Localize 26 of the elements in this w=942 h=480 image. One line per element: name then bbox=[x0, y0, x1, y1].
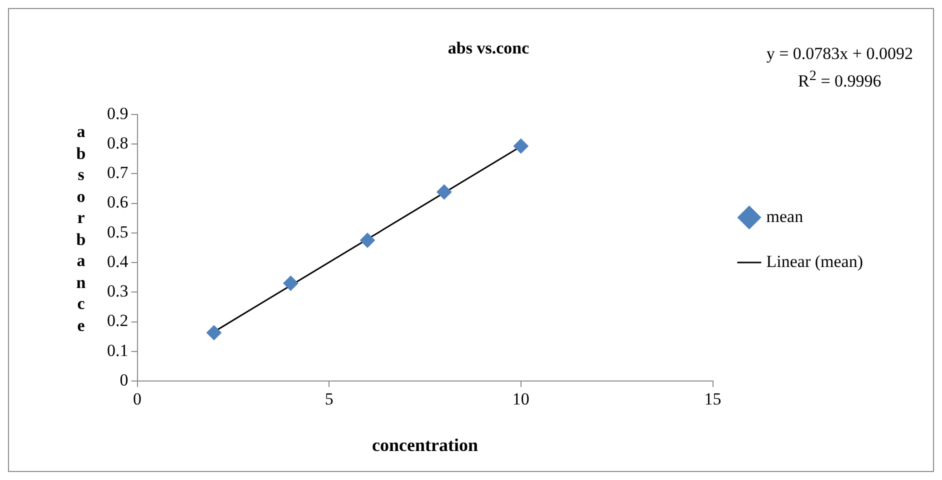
text: absorbance bbox=[76, 122, 86, 334]
x-tick-label: 15 bbox=[704, 390, 722, 409]
point bbox=[513, 138, 528, 154]
y-tick-label: 0.8 bbox=[107, 133, 128, 152]
y-tick-label: 0.5 bbox=[107, 222, 128, 242]
point bbox=[283, 276, 298, 291]
y-tick-label: 0.7 bbox=[107, 163, 129, 182]
point bbox=[206, 325, 222, 340]
y-tick-label: 0.9 bbox=[107, 104, 128, 123]
chart-title: abs vs.conc bbox=[448, 38, 530, 58]
x-tick-label: 10 bbox=[512, 390, 530, 409]
text: y = 0.0783x + 0.0092 bbox=[766, 43, 913, 65]
y-tick-label: 0.6 bbox=[107, 192, 128, 212]
y-tick-label: 0.3 bbox=[107, 282, 128, 301]
legend-label: mean bbox=[766, 206, 804, 226]
text: R$^{2}$ = 0.9996 bbox=[797, 67, 882, 93]
y-tick-label: 0 bbox=[120, 370, 128, 390]
y-tick-label: 0.1 bbox=[107, 340, 128, 360]
y-tick-label: 0.4 bbox=[107, 252, 129, 271]
point bbox=[436, 184, 452, 200]
x-tick-label: 5 bbox=[324, 390, 334, 409]
y-tick-label: 0.2 bbox=[107, 311, 128, 330]
x-tick-label: 0 bbox=[133, 390, 142, 409]
x-axis-title: concentration bbox=[372, 434, 478, 455]
legend-label: Linear (mean) bbox=[766, 252, 864, 271]
point bbox=[360, 232, 375, 248]
